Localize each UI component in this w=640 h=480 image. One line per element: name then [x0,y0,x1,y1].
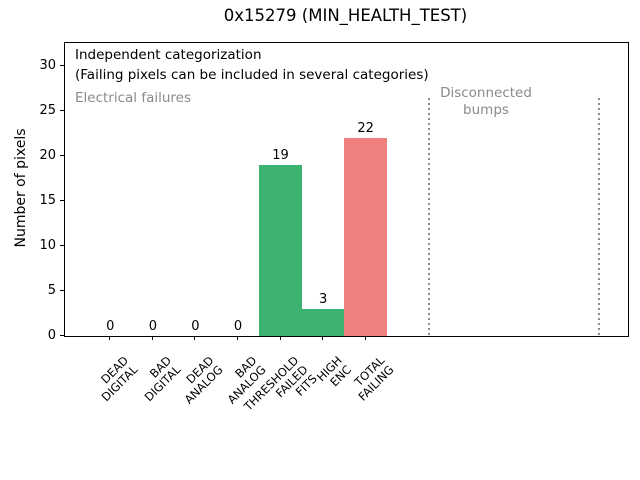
bar-threshold-failed-fits [259,165,302,336]
y-tick-label: 30 [39,57,56,73]
bar-value-label: 0 [233,319,243,334]
bar-value-label: 0 [191,319,200,334]
x-tick-mark [279,336,281,340]
chart-title: 0x15279 (MIN_HEALTH_TEST) [223,6,468,25]
x-tick-mark [109,336,111,340]
y-tick-mark [60,64,64,66]
section-divider-line-right [598,98,600,336]
x-tick-label: DEAD DIGITAL [98,353,141,405]
x-tick-label: TOTAL FAILING [351,353,397,404]
x-tick-mark [364,336,366,340]
y-tick-mark [60,109,64,111]
section-label-electrical-failures: Electrical failures [75,90,192,106]
y-tick-mark [60,244,64,246]
bar-high-enc [301,309,345,336]
y-tick-label: 0 [47,327,56,343]
bar-value-label: 0 [106,319,115,334]
annotation-failing-pixels-note: (Failing pixels can be included in sever… [75,67,429,83]
y-tick-mark [60,334,64,336]
section-label-disconnected-bumps: Disconnected bumps [440,85,532,118]
y-tick-mark [60,199,64,201]
plot-area: Independent categorization (Failing pixe… [64,42,629,337]
y-tick-label: 10 [39,237,56,253]
bar-value-label: 22 [357,121,374,137]
x-tick-mark [237,336,238,340]
annotation-independent-categorization: Independent categorization [75,47,262,63]
y-tick-label: 20 [39,147,56,163]
bar-value-label: 3 [318,292,328,308]
x-tick-mark [151,336,153,340]
x-tick-mark [194,336,196,340]
section-divider-line-left [428,98,430,336]
bar-value-label: 19 [272,148,289,164]
y-tick-mark [60,289,64,291]
bar-value-label: 0 [148,319,158,334]
x-tick-label: HIGH ENC [313,353,354,390]
y-axis-label: Number of pixels [13,128,29,248]
x-tick-label: BAD DIGITAL [141,353,184,405]
x-tick-mark [322,336,324,340]
bar-total-failing [344,138,387,336]
y-tick-mark [60,154,64,156]
y-tick-label: 5 [47,282,56,298]
y-tick-label: 25 [39,102,56,118]
x-tick-label: DEAD ANALOG [181,353,226,407]
y-tick-label: 15 [39,192,56,208]
